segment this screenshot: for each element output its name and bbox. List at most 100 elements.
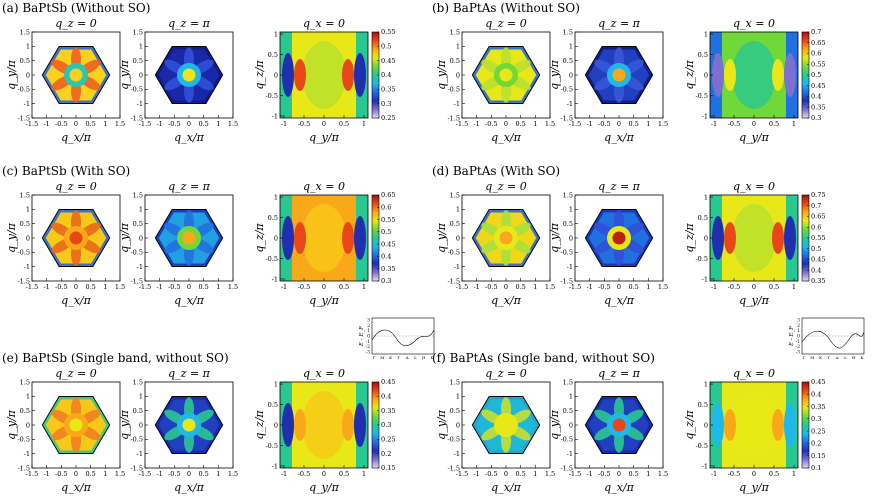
y-tick-label: 0 (704, 421, 708, 429)
y-tick-label: 0 (139, 71, 143, 79)
x-tick-label: 1.5 (545, 120, 555, 128)
x-tick-label: 0 (617, 120, 621, 128)
colorbar-tick-label: 0.4 (811, 390, 821, 398)
x-axis-label: q_x/π (604, 131, 634, 144)
rect-edge-lobe (354, 216, 366, 260)
hex-center (69, 418, 83, 432)
y-tick-label: -0.5 (560, 249, 573, 257)
inset-x-tick-label: H (422, 355, 426, 360)
y-tick-label: 0.5 (268, 51, 278, 59)
y-axis-label: q_z/π (683, 223, 696, 253)
hex-map (42, 46, 110, 104)
y-tick-label: -1.5 (17, 464, 30, 472)
x-axis-label: q_x/π (604, 294, 634, 307)
rect-map (280, 382, 368, 468)
map-title: q_z = π (598, 180, 641, 193)
y-tick-label: -1 (137, 450, 143, 458)
x-tick-label: 1.5 (228, 120, 238, 128)
inset-y-tick-label: -3 (796, 350, 801, 356)
colorbar-tick-label: 0.45 (381, 57, 395, 65)
panel-label: (f) BaPtAs (Single band, without SO) (432, 351, 655, 365)
x-tick-label: 1 (792, 470, 796, 478)
y-tick-label: 0.5 (698, 214, 708, 222)
panel-label: (d) BaPtAs (With SO) (432, 164, 560, 178)
x-tick-label: 0.5 (198, 283, 208, 291)
y-tick-label: 1 (139, 43, 143, 51)
x-tick-label: 0 (752, 470, 756, 478)
y-axis-label: q_y/π (548, 59, 561, 89)
y-tick-label: 1 (139, 206, 143, 214)
y-tick-label: -1 (137, 263, 143, 271)
hex-map (472, 209, 540, 267)
rect-edge-lobe (282, 403, 294, 447)
colorbar-tick-label: 0.35 (381, 86, 395, 94)
rect-hot-spot (294, 409, 306, 441)
rect-hot-spot (342, 59, 354, 91)
y-tick-label: -1 (702, 275, 708, 283)
inset-x-tick-label: L (844, 355, 847, 360)
y-tick-label: 1.5 (133, 28, 143, 36)
rect-hot-spot (342, 222, 354, 254)
y-tick-label: -1 (567, 100, 573, 108)
x-tick-label: 0.5 (769, 283, 779, 291)
hex-map (155, 46, 223, 104)
x-tick-label: 0.5 (515, 470, 525, 478)
y-tick-label: 1.5 (563, 191, 573, 199)
hex-center (499, 68, 513, 82)
map-title: q_z = 0 (55, 17, 97, 30)
colorbar-tick-label: 0.4 (381, 71, 391, 79)
y-tick-label: 0.5 (450, 57, 460, 65)
x-tick-label: 0.5 (515, 120, 525, 128)
colorbar-tick-label: 0.4 (811, 266, 821, 274)
y-tick-label: -0.5 (695, 92, 708, 100)
y-axis-label: q_y/π (435, 59, 448, 89)
hex-center (69, 68, 83, 82)
y-tick-label: 0 (704, 71, 708, 79)
x-tick-label: 0.5 (85, 283, 95, 291)
colorbar-tick-label: 0.5 (811, 71, 821, 79)
hex-outline (471, 46, 541, 104)
inset-x-tick-label: K (861, 355, 865, 360)
x-tick-label: 0 (752, 283, 756, 291)
y-tick-label: 1 (139, 393, 143, 401)
rect-map (710, 32, 798, 118)
x-tick-label: 1 (362, 470, 366, 478)
rect-map (280, 195, 368, 281)
y-tick-label: -0.5 (130, 436, 143, 444)
x-tick-label: 1.5 (115, 120, 125, 128)
panel-label: (e) BaPtSb (Single band, without SO) (2, 351, 229, 365)
x-tick-label: -1 (156, 120, 162, 128)
y-tick-label: -1.5 (447, 464, 460, 472)
rect-hot-spot (772, 222, 784, 254)
x-tick-label: 0 (74, 120, 78, 128)
hex-center (182, 418, 196, 432)
map-title: q_z = π (598, 367, 641, 380)
hex-center (69, 231, 83, 245)
panel-c: (c) BaPtSb (With SO)-1.5-1.5-1-1-0.5-0.5… (2, 164, 395, 307)
x-tick-label: 1 (646, 120, 650, 128)
panel-label: (a) BaPtSb (Without SO) (2, 1, 150, 15)
colorbar-tick-label: 0.5 (811, 245, 821, 253)
inset-y-axis-label: E - E_F (789, 326, 795, 347)
y-tick-label: -1 (272, 112, 278, 120)
x-tick-label: -1.5 (26, 470, 39, 478)
rect-center-region (302, 204, 346, 272)
inset-x-tick-label: Γ (803, 355, 806, 360)
rect-map (710, 382, 798, 468)
hex-center (182, 231, 196, 245)
y-tick-label: 0.5 (450, 220, 460, 228)
x-tick-label: 1 (646, 283, 650, 291)
y-axis-label: q_y/π (5, 222, 18, 252)
y-tick-label: 1 (274, 380, 278, 388)
x-tick-label: 0.5 (198, 470, 208, 478)
y-tick-label: 1.5 (20, 191, 30, 199)
y-tick-label: 1 (704, 30, 708, 38)
y-axis-label: q_y/π (118, 222, 131, 252)
y-axis-label: q_y/π (435, 222, 448, 252)
hex-outline (584, 46, 654, 104)
rect-center-region (732, 391, 776, 459)
x-tick-label: -1 (156, 283, 162, 291)
rect-edge-lobe (784, 53, 796, 97)
inset-y-tick-label: 0 (367, 334, 370, 340)
y-tick-label: 0.5 (133, 220, 143, 228)
